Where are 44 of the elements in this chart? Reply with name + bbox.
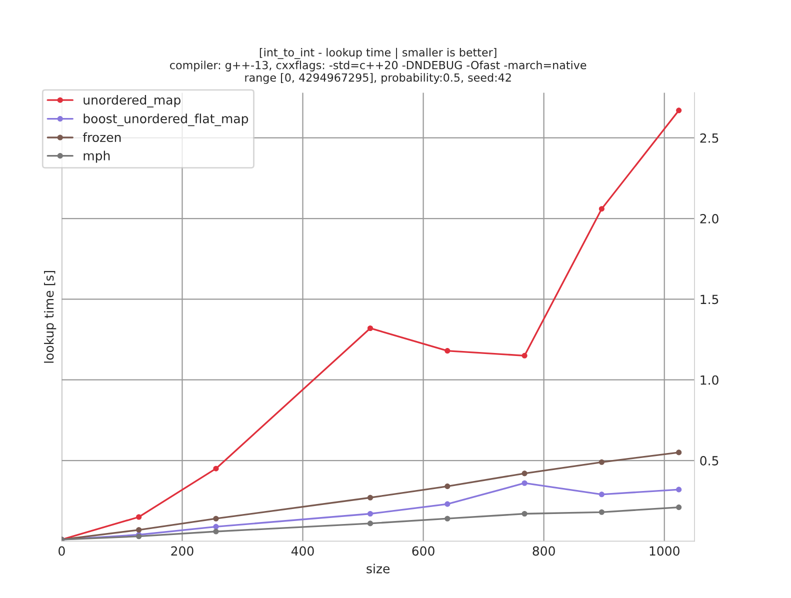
point — [367, 520, 374, 526]
y-tick-label: 1.5 — [700, 294, 718, 304]
x-tick-label: 200 — [171, 546, 194, 556]
legend-label: mph — [84, 150, 110, 163]
point — [676, 108, 682, 114]
point — [367, 494, 374, 500]
point — [444, 516, 450, 522]
point — [598, 206, 604, 212]
point — [676, 450, 682, 456]
y-tick-label: 2.0 — [700, 214, 718, 224]
point — [522, 352, 528, 358]
point — [598, 492, 604, 498]
chart-title: [int_to_int - lookup time | smaller is better] compiler: g++-13, cxxflags: -std=c++20 -DNDEBUG -Ofast -march=native range [0, 4294967295], probability:0.5, seed:42 — [170, 48, 586, 84]
y-axis-title: lookup time [s] — [44, 271, 56, 363]
x-tick-label: 600 — [412, 546, 434, 556]
point — [676, 504, 682, 510]
x-tick-label: 800 — [532, 546, 555, 556]
point — [676, 486, 682, 492]
x-axis-title: size — [366, 564, 390, 574]
point — [444, 484, 450, 490]
point — [213, 516, 219, 522]
point — [213, 528, 219, 534]
legend-label: boost_unordered_flat_map — [84, 114, 248, 126]
point — [444, 501, 450, 507]
point — [522, 510, 528, 517]
x-tick-label: 400 — [291, 546, 314, 556]
legend-label: unordered_map — [84, 94, 180, 108]
point — [136, 527, 142, 533]
x-tick-label: 0 — [58, 546, 65, 556]
y-tick-label: 2.5 — [700, 133, 718, 143]
legend-label: frozen — [82, 132, 121, 142]
point — [136, 514, 142, 520]
x-tick-label: 1000 — [650, 546, 680, 556]
point — [367, 325, 374, 332]
y-tick-label: 0.5 — [700, 456, 718, 466]
point — [444, 348, 450, 354]
point — [522, 470, 528, 476]
point — [522, 480, 528, 486]
y-tick-label: 1.0 — [700, 375, 718, 385]
point — [367, 510, 374, 517]
point — [213, 524, 219, 530]
point — [598, 459, 604, 465]
point — [213, 466, 219, 472]
point — [598, 509, 604, 515]
